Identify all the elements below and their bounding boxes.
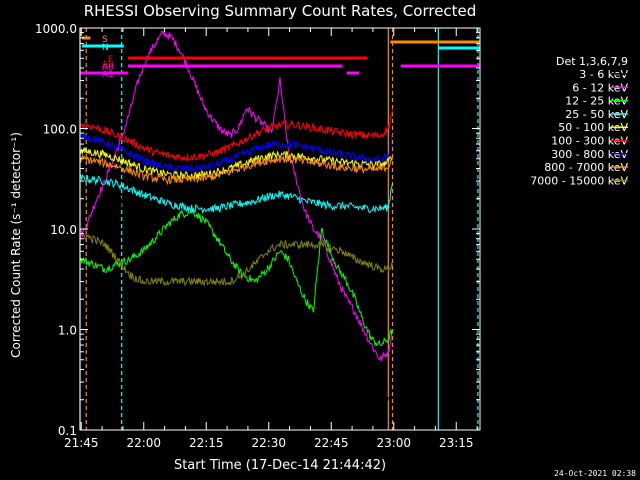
y-tick-label-0: 0.1 [58,424,77,438]
x-tick-label-0: 21:45 [64,436,99,450]
state-label-5: A1 [102,70,114,80]
x-tick-label-3: 22:30 [251,436,286,450]
series-line-3 [80,174,393,214]
legend-label-8: 7000 - 15000 keV [530,174,628,187]
state-label-4: A0 [102,63,114,73]
footer-timestamp: 24-Oct-2021 02:38 [554,469,636,478]
legend-label-3: 25 - 50 keV [565,108,628,121]
y-tick-label-4: 1000.0 [35,22,77,36]
series-line-8 [79,229,393,287]
legend-label-5: 100 - 300 keV [551,135,628,148]
series-line-7 [79,154,393,186]
legend-label-0: 3 - 6 keV [579,68,628,81]
series-line-1 [79,30,393,361]
x-tick-label-4: 22:45 [314,436,349,450]
state-label-1: N [102,43,109,53]
x-tick-label-6: 23:15 [439,436,474,450]
state-label-2: F [108,55,113,65]
x-tick-label-1: 22:00 [126,436,161,450]
y-tick-label-2: 10.0 [50,223,77,237]
legend-title: Det 1,3,6,7,9 [556,55,628,68]
series-line-5 [79,108,393,162]
legend-label-4: 50 - 100 keV [558,121,628,134]
x-tick-label-2: 22:15 [189,436,224,450]
chart-title: RHESSI Observing Summary Count Rates, Co… [84,2,477,20]
legend-label-7: 800 - 7000 keV [544,161,628,174]
y-axis-label: Corrected Count Rate (s⁻¹ detector⁻¹) [9,132,23,358]
state-label-3: A0 [102,60,114,70]
x-tick-label-5: 23:00 [376,436,411,450]
y-tick-label-3: 100.0 [43,123,77,137]
legend-label-6: 300 - 800 keV [551,148,628,161]
legend-label-1: 6 - 12 keV [572,81,628,94]
series-line-2 [79,208,393,347]
series-line-4 [79,147,393,181]
legend-label-2: 12 - 25 keV [565,95,628,108]
y-tick-label-1: 1.0 [58,324,77,338]
series-line-6 [79,132,393,173]
x-axis-label: Start Time (17-Dec-14 21:44:42) [174,458,386,473]
state-label-0: S [102,35,108,45]
